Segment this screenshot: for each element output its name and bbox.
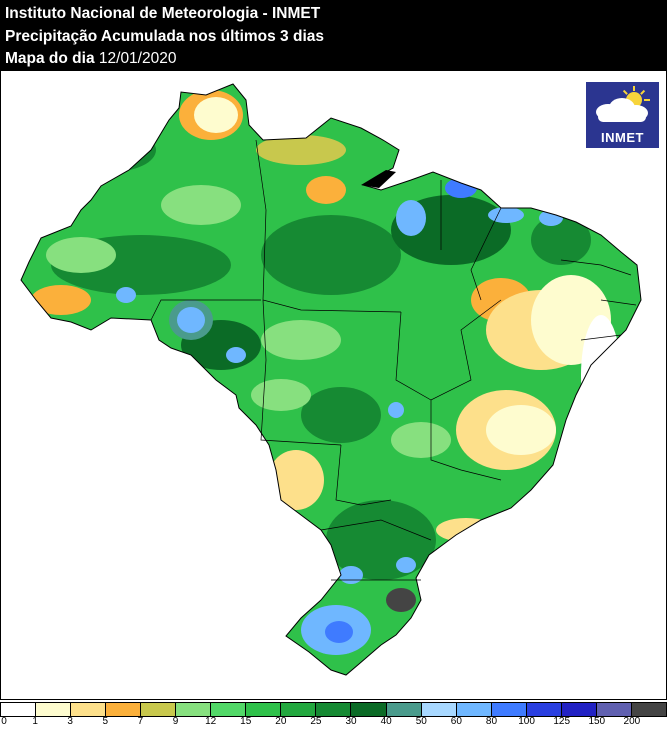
color-legend: 0 1 3 5 7 9 12 15 20 25 30 40 50 60 80 100 125 150 200 (0, 700, 667, 730)
legend-swatch (456, 703, 492, 716)
legend-swatch (316, 703, 352, 716)
legend-swatch (176, 703, 212, 716)
legend-tick-label: 200 (623, 716, 641, 727)
institute-title: Instituto Nacional de Meteorologia - INM… (5, 5, 321, 22)
map-header: Instituto Nacional de Meteorologia - INM… (0, 0, 667, 71)
legend-swatch (421, 703, 457, 716)
legend-tick-label: 25 (310, 716, 322, 727)
rainfall-fields (31, 90, 621, 655)
legend-tick-label: 80 (485, 716, 498, 727)
legend-swatch (596, 703, 632, 716)
legend-swatch (246, 703, 282, 716)
legend-bar (0, 702, 667, 717)
legend-swatch (561, 703, 597, 716)
legend-swatch (211, 703, 247, 716)
cloud-sun-icon (596, 86, 650, 122)
river-mouth (361, 170, 396, 188)
brazil-outline (21, 84, 641, 675)
legend-swatch (106, 703, 142, 716)
legend-tick-label: 30 (345, 716, 357, 727)
legend-swatch (141, 703, 177, 716)
legend-swatch (351, 703, 387, 716)
legend-tick-label: 60 (450, 716, 462, 727)
precipitation-map (20, 83, 642, 676)
country-border (20, 83, 642, 676)
legend-tick-label: 3 (67, 716, 73, 727)
legend-ticks: 0 1 3 5 7 9 12 15 20 25 30 40 50 60 80 100 125 150 200 (0, 716, 667, 730)
map-subtitle: Precipitação Acumulada nos últimos 3 dia… (5, 28, 324, 45)
logo-text: INMET (601, 130, 644, 145)
legend-tick-label: 1 (32, 716, 38, 727)
map-date: 12/01/2020 (98, 50, 177, 67)
legend-tick-label: 20 (275, 716, 287, 727)
legend-tick-label: 100 (518, 716, 535, 727)
legend-swatch (71, 703, 107, 716)
state-borders (150, 139, 637, 581)
legend-tick-label: 15 (240, 716, 252, 727)
map-date-line: Mapa do dia 12/01/2020 (5, 50, 177, 67)
legend-swatch (386, 703, 422, 716)
legend-tick-label: 150 (588, 716, 606, 727)
legend-swatch (631, 703, 666, 716)
map-frame: INMET (0, 71, 667, 700)
legend-tick-label: 12 (205, 716, 217, 727)
legend-tick-label: 125 (553, 716, 571, 727)
legend-tick-label: 50 (415, 716, 427, 727)
legend-tick-label: 40 (380, 716, 392, 727)
legend-swatch (281, 703, 317, 716)
legend-swatch (36, 703, 72, 716)
legend-tick-label: 0 (1, 716, 7, 727)
legend-tick-label: 9 (172, 716, 179, 727)
legend-swatch (1, 703, 37, 716)
legend-swatch (526, 703, 562, 716)
legend-tick-label: 5 (102, 716, 109, 727)
inmet-logo: INMET (586, 82, 659, 148)
legend-tick-label: 7 (137, 716, 144, 727)
legend-swatch (491, 703, 527, 716)
